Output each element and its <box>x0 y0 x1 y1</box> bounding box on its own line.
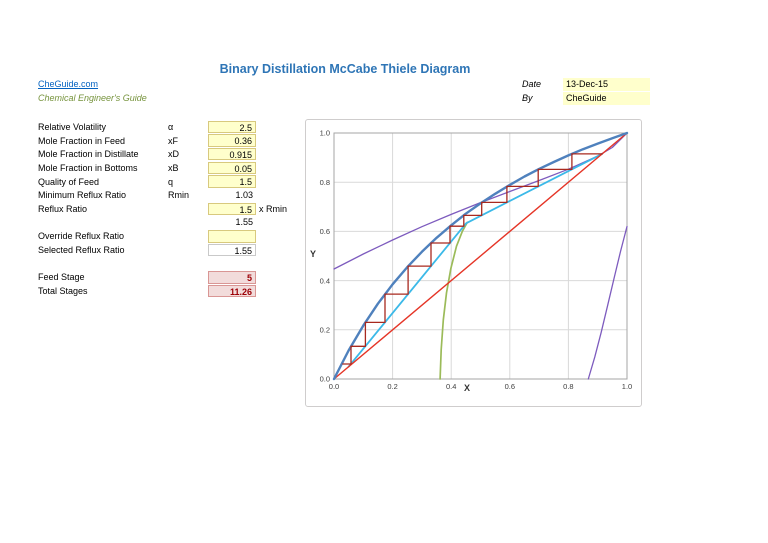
param-row: Relative Volatility α 2.5 <box>38 120 338 134</box>
page-title: Binary Distillation McCabe Thiele Diagra… <box>219 62 471 76</box>
param-value-cell[interactable] <box>208 230 256 243</box>
param-row: Mole Fraction in Bottoms xB 0.05 <box>38 161 338 175</box>
param-value-cell[interactable]: 2.5 <box>208 120 256 134</box>
param-value-cell: 1.55 <box>208 243 256 257</box>
param-label: Quality of Feed <box>38 176 100 187</box>
y-tick-label: 1.0 <box>320 129 330 138</box>
param-label: Override Reflux Ratio <box>38 231 125 242</box>
site-subtitle: Chemical Engineer's Guide <box>38 93 147 103</box>
series-q_line <box>439 221 469 380</box>
param-value-cell: 1.03 <box>235 190 253 201</box>
x-tick-label: 0.0 <box>329 382 339 391</box>
param-value-cell[interactable]: 0.915 <box>208 147 256 161</box>
param-symbol: q <box>168 176 174 187</box>
series-operating_lines <box>347 153 604 368</box>
param-label: Mole Fraction in Bottoms <box>38 162 138 173</box>
param-row: Minimum Reflux Ratio Rmin 1.03 <box>38 188 338 202</box>
parameters-panel: Relative Volatility α 2.5 Mole Fraction in … <box>38 120 338 298</box>
param-row: 1.55 <box>38 216 338 230</box>
param-symbol: Rmin <box>168 190 190 201</box>
series-stages_staircase <box>342 153 603 365</box>
x-tick-label: 0.8 <box>563 382 573 391</box>
x-tick-label: 0.6 <box>505 382 515 391</box>
param-value-cell: 1.55 <box>235 217 253 228</box>
param-row: Mole Fraction in Feed xF 0.36 <box>38 134 338 148</box>
param-symbol: xF <box>168 135 178 146</box>
param-label: Relative Volatility <box>38 121 107 132</box>
param-suffix: x Rmin <box>259 203 288 214</box>
param-row: Mole Fraction in Distillate xD 0.915 <box>38 147 338 161</box>
y-tick-label: 0.8 <box>320 178 330 187</box>
param-row: Override Reflux Ratio <box>38 230 338 244</box>
param-row: Quality of Feed q 1.5 <box>38 175 338 189</box>
date-value-cell[interactable]: 13-Dec-15 <box>563 78 650 91</box>
mccabe-thiele-chart: 0.0 0.2 0.4 0.6 0.8 1.0 0.0 0.2 0.4 0.6 0.8 1.0 <box>320 129 633 391</box>
x-axis-title: X <box>464 383 471 393</box>
param-value-cell[interactable]: 0.05 <box>208 161 256 175</box>
x-tick-label: 0.4 <box>446 382 456 391</box>
param-row: Reflux Ratio 1.5 x Rmin <box>38 202 338 216</box>
param-row: Selected Reflux Ratio 1.55 <box>38 243 338 257</box>
param-value-cell: 5 <box>208 271 256 284</box>
param-row: Total Stages 11.26 <box>38 284 338 298</box>
param-row: Feed Stage 5 <box>38 271 338 285</box>
y-tick-label: 0.4 <box>320 276 330 285</box>
date-label: Date <box>522 79 542 89</box>
series-diagonal_45_line <box>333 132 628 380</box>
series-aux_curve_lower_right <box>587 225 628 380</box>
param-label: Mole Fraction in Distillate <box>38 149 139 160</box>
y-tick-label: 0.0 <box>320 375 330 384</box>
param-value-cell: 11.26 <box>208 284 256 298</box>
param-label: Mole Fraction in Feed <box>38 135 126 146</box>
param-label: Feed Stage <box>38 272 85 283</box>
param-value-cell[interactable]: 1.5 <box>208 202 256 216</box>
chart-container[interactable]: 0.0 0.2 0.4 0.6 0.8 1.0 0.0 0.2 0.4 0.6 0.8 1.0 X Y <box>305 119 642 407</box>
param-label: Reflux Ratio <box>38 203 88 214</box>
param-value-cell[interactable]: 1.5 <box>208 175 256 188</box>
param-value-cell[interactable]: 0.36 <box>208 134 256 147</box>
param-symbol: α <box>168 121 174 132</box>
by-label: By <box>522 93 533 103</box>
by-value-cell[interactable]: CheGuide <box>563 92 650 105</box>
param-label: Total Stages <box>38 286 88 297</box>
x-tick-label: 1.0 <box>622 382 632 391</box>
param-symbol: xD <box>168 149 179 160</box>
param-label: Minimum Reflux Ratio <box>38 190 127 201</box>
y-axis-title: Y <box>310 249 317 259</box>
y-tick-label: 0.2 <box>320 326 330 335</box>
series-equilibrium_curve <box>332 131 629 381</box>
param-value-cell <box>208 257 256 270</box>
param-label: Selected Reflux Ratio <box>38 245 125 256</box>
y-tick-label: 0.6 <box>320 227 330 236</box>
param-symbol: xB <box>168 162 179 173</box>
cheguide-link[interactable]: CheGuide.com <box>38 79 99 89</box>
param-row <box>38 257 338 271</box>
x-tick-label: 0.2 <box>387 382 397 391</box>
